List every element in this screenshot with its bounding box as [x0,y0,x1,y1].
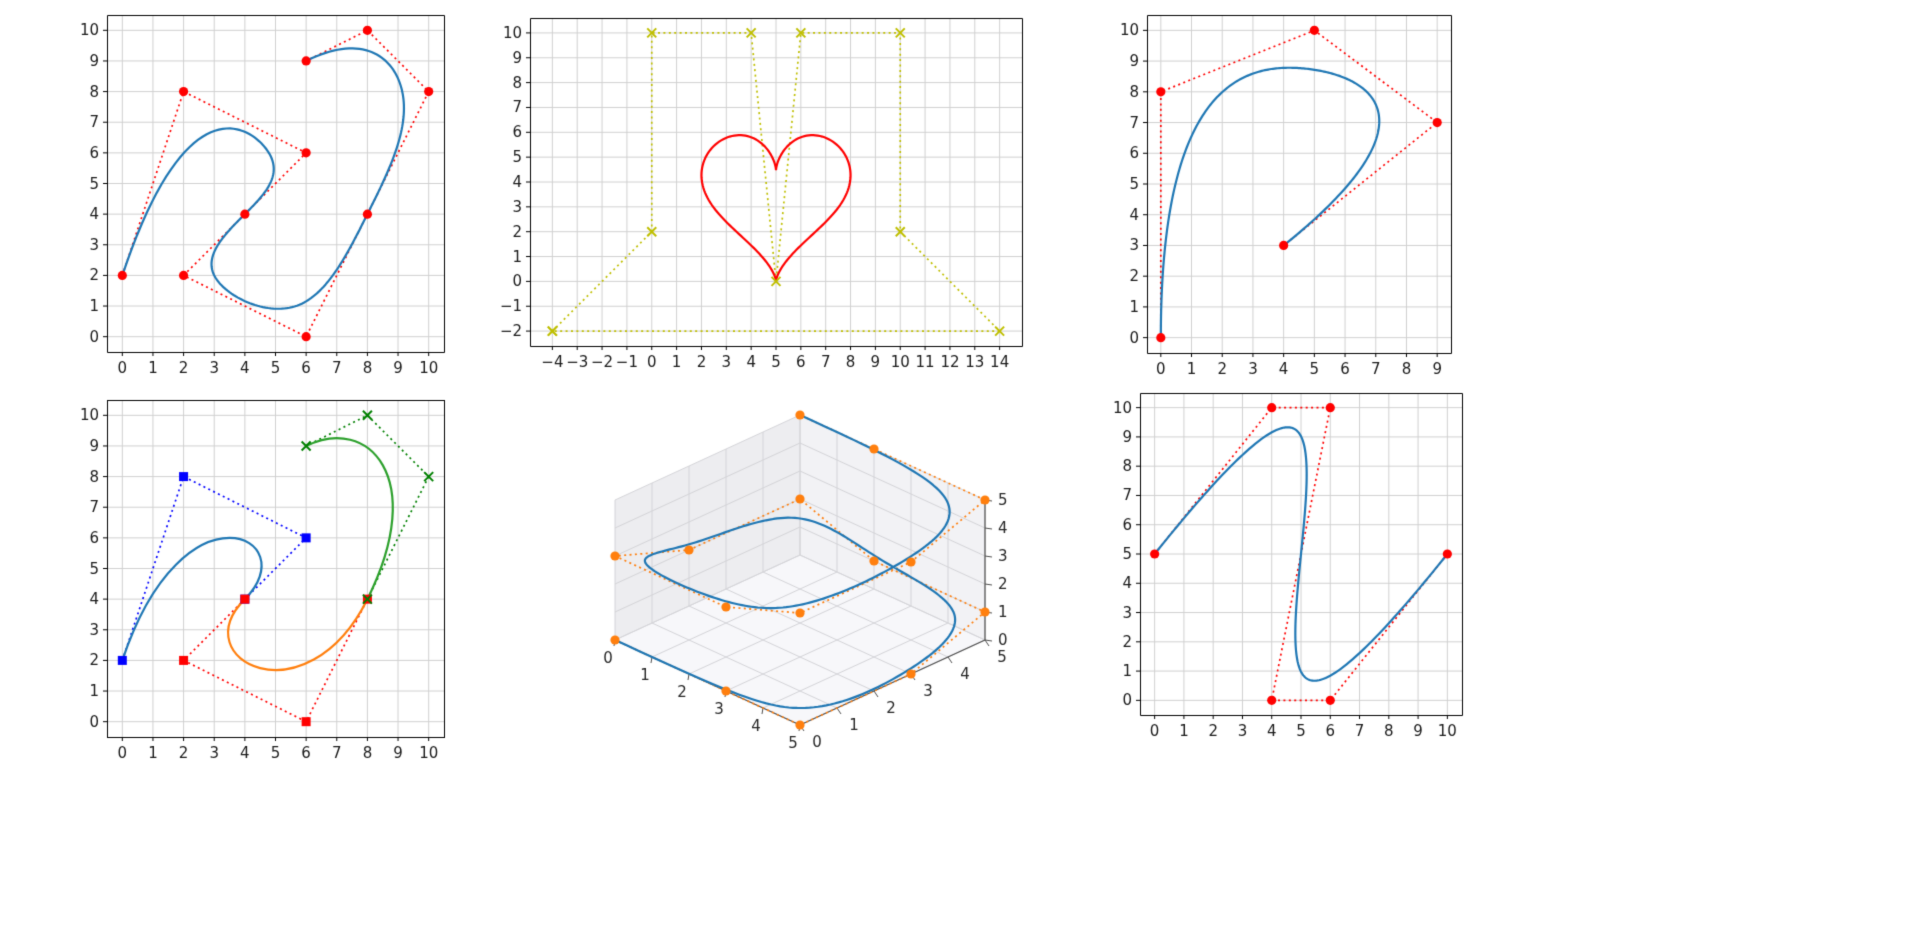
subplot-bottom-middle-3d-chart [530,380,1085,810]
subplot-bottom-left-bezier-chart [57,385,457,777]
subplot-top-middle-heart-chart [480,0,1090,392]
subplot-top-left-bspline-chart [57,0,457,392]
subplot-bottom-right-bspline-chart [1090,378,1475,770]
subplot-top-right-bspline-chart [1097,0,1482,392]
